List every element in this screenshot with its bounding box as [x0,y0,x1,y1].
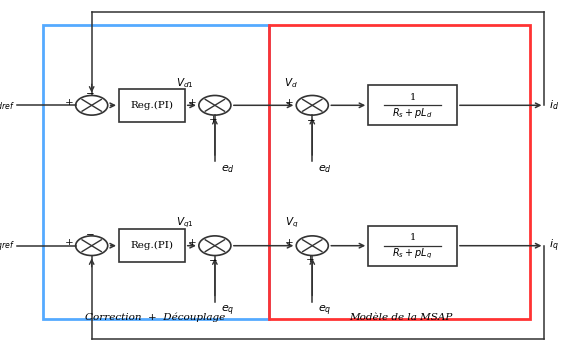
Text: $-$: $-$ [306,115,315,124]
Text: $V_{q1}$: $V_{q1}$ [176,216,194,230]
Text: +: + [285,238,294,247]
Text: $i_{dref}$: $i_{dref}$ [0,98,14,112]
FancyBboxPatch shape [119,229,185,263]
Text: Correction  +  Découplage: Correction + Découplage [85,313,225,323]
Text: +: + [64,238,73,247]
Text: +: + [64,98,73,107]
Text: +: + [187,98,197,107]
Text: $i_{qref}$: $i_{qref}$ [0,238,14,254]
Text: $V_{d1}$: $V_{d1}$ [176,76,194,90]
Text: +: + [209,115,218,124]
Text: $-$: $-$ [85,88,95,97]
Text: $e_q$: $e_q$ [221,304,234,318]
Text: Modèle de la MSAP: Modèle de la MSAP [350,313,453,322]
Text: $V_d$: $V_d$ [284,76,298,90]
Text: $i_q$: $i_q$ [549,238,559,254]
Text: Reg.(PI): Reg.(PI) [130,241,174,250]
FancyBboxPatch shape [119,88,185,122]
Text: Reg.(PI): Reg.(PI) [130,101,174,110]
Text: $V_q$: $V_q$ [285,216,298,230]
Text: $i_d$: $i_d$ [549,98,559,112]
Text: $R_s + pL_d$: $R_s + pL_d$ [393,106,433,120]
Text: $R_s + pL_q$: $R_s + pL_q$ [393,246,433,261]
Text: $e_d$: $e_d$ [318,163,332,175]
Text: +: + [285,98,294,107]
Text: $e_q$: $e_q$ [318,304,332,318]
Text: 1: 1 [410,93,415,102]
Text: $e_d$: $e_d$ [221,163,234,175]
Text: +: + [187,238,197,247]
Text: +: + [306,255,315,264]
Text: $-$: $-$ [209,255,218,264]
FancyBboxPatch shape [368,85,457,126]
Text: $-$: $-$ [85,229,95,238]
Text: 1: 1 [410,233,415,242]
FancyBboxPatch shape [368,226,457,266]
